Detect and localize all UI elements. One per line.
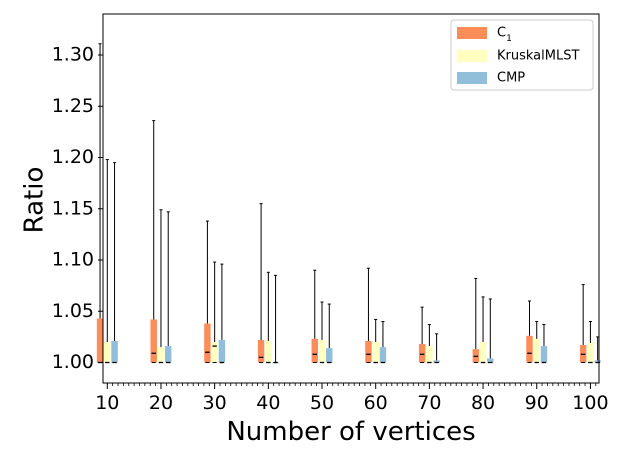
- box: [204, 323, 211, 363]
- box: [533, 338, 540, 363]
- x-tick-label: 70: [417, 392, 441, 414]
- x-tick-label: 90: [525, 392, 549, 414]
- box: [157, 347, 165, 363]
- x-tick-label: 40: [256, 392, 280, 414]
- box: [165, 346, 172, 363]
- x-axis-label: Number of vertices: [226, 417, 475, 447]
- y-tick-label: 1.30: [52, 44, 94, 66]
- box: [426, 346, 433, 363]
- box: [150, 319, 157, 363]
- legend-label: CMP: [497, 71, 525, 86]
- x-tick-label: 30: [203, 392, 227, 414]
- x-tick-label: 20: [149, 392, 173, 414]
- box: [526, 335, 533, 363]
- box: [311, 338, 318, 363]
- box: [433, 360, 440, 363]
- box: [265, 340, 272, 363]
- box: [318, 339, 326, 363]
- box: [104, 342, 111, 363]
- box-series: [96, 43, 601, 364]
- box: [111, 340, 118, 363]
- legend-label: KruskalMLST: [497, 49, 579, 64]
- x-tick-label: 100: [572, 392, 608, 414]
- box: [418, 344, 426, 363]
- legend-swatch: [457, 27, 487, 39]
- x-axis: 10 20 30 40 50 60 70 80 90 100: [95, 383, 609, 414]
- y-tick-label: 1.15: [52, 197, 94, 219]
- box: [365, 340, 372, 363]
- box: [540, 346, 548, 363]
- box: [372, 342, 379, 363]
- legend-swatch: [457, 72, 487, 84]
- box: [479, 342, 487, 363]
- box: [218, 339, 226, 363]
- y-tick-label: 1.10: [52, 249, 94, 271]
- y-tick-label: 1.25: [52, 95, 94, 117]
- box: [594, 360, 601, 363]
- box: [96, 318, 104, 363]
- y-axis: 1.00 1.05 1.10 1.15 1.20 1.25 1.30: [52, 44, 103, 373]
- y-axis-label: Ratio: [20, 167, 50, 234]
- box: [487, 358, 494, 363]
- box: [379, 347, 387, 363]
- x-tick-label: 60: [364, 392, 388, 414]
- box: [257, 339, 265, 363]
- y-tick-label: 1.20: [52, 146, 94, 168]
- y-tick-label: 1.00: [52, 351, 94, 373]
- x-tick-label: 80: [471, 392, 495, 414]
- box: [587, 343, 594, 363]
- box: [326, 348, 333, 363]
- plot-frame: [102, 13, 600, 384]
- box: [211, 342, 218, 363]
- x-tick-label: 50: [310, 392, 334, 414]
- legend-swatch: [457, 50, 487, 62]
- y-tick-label: 1.05: [52, 300, 94, 322]
- x-tick-label: 10: [95, 392, 119, 414]
